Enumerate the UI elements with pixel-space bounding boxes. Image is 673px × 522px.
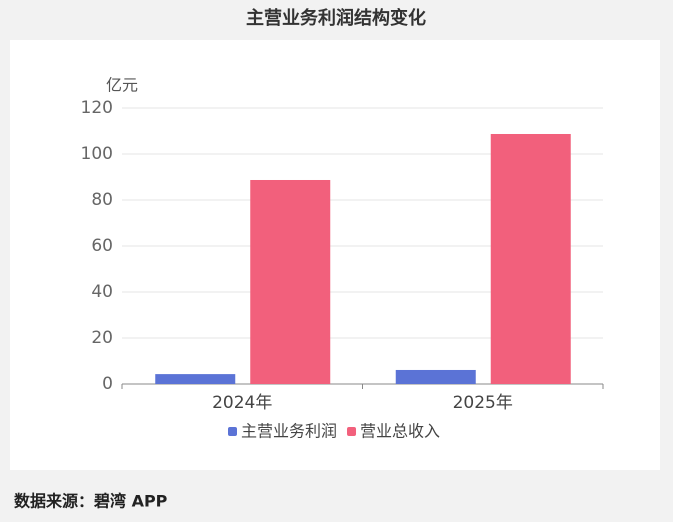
y-tick-label: 80 (91, 190, 113, 210)
legend-label: 营业总收入 (360, 422, 440, 441)
chart-title: 主营业务利润结构变化 (246, 7, 426, 29)
bar (250, 179, 331, 384)
y-tick-label: 40 (91, 282, 113, 302)
y-tick-label: 20 (91, 328, 113, 348)
x-tick-label: 2024年 (212, 393, 272, 413)
y-tick-label: 120 (81, 98, 113, 118)
legend-swatch (347, 427, 357, 436)
legend-swatch (228, 427, 237, 436)
y-tick-label: 100 (81, 144, 113, 164)
bar (395, 369, 476, 384)
y-unit: 亿元 (106, 76, 138, 95)
bar (155, 374, 236, 384)
source: 数据来源：碧湾 APP (14, 492, 168, 511)
x-tick-label: 2025年 (453, 393, 513, 413)
y-tick-label: 60 (91, 236, 113, 256)
bar (490, 133, 571, 384)
legend-label: 主营业务利润 (241, 422, 337, 441)
y-tick-label: 0 (102, 374, 113, 394)
